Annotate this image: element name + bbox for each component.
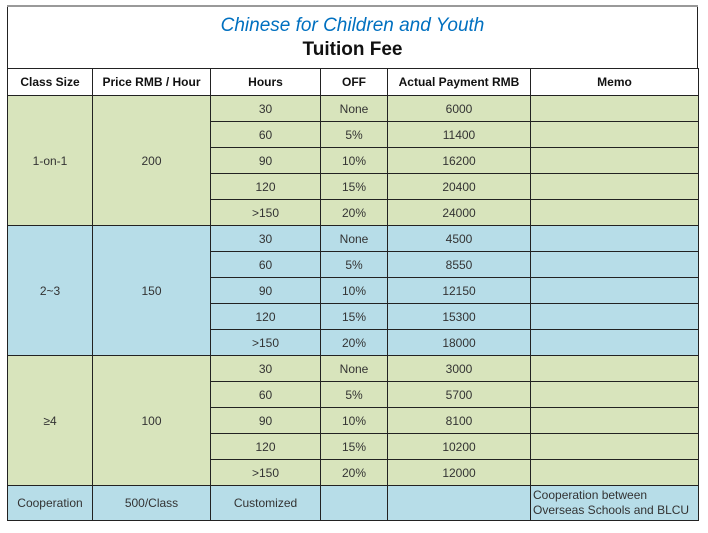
- payment-cell: 20400: [387, 173, 531, 200]
- price-cell: 150: [92, 225, 211, 356]
- price-cell: 200: [92, 95, 211, 226]
- price-cell: 100: [92, 355, 211, 486]
- table-row: >150 20% 12000: [8, 459, 699, 486]
- fee-table: Class Size Price RMB / Hour Hours OFF Ac…: [7, 68, 699, 521]
- off-cell: 20%: [320, 199, 388, 226]
- table-row: 60 5% 5700: [8, 381, 699, 408]
- cooperation-row: Cooperation 500/Class Customized Cooperatio…: [7, 485, 699, 521]
- memo-cell: [530, 199, 699, 226]
- table-row: 90 10% 16200: [8, 147, 699, 174]
- hours-cell: 90: [210, 407, 321, 434]
- hours-cell: 120: [210, 303, 321, 330]
- memo-cell: [530, 459, 699, 486]
- table-row: ≥4 100 30 None 3000: [7, 355, 699, 486]
- memo-cell: [530, 277, 699, 304]
- memo-cell: [530, 407, 699, 434]
- memo-cell: [530, 355, 699, 382]
- table-row: 60 5% 8550: [8, 251, 699, 278]
- payment-cell: 18000: [387, 329, 531, 356]
- class-size-cell: 2~3: [7, 225, 93, 356]
- payment-cell: 5700: [387, 381, 531, 408]
- memo-cell: [530, 173, 699, 200]
- off-cell: 15%: [320, 303, 388, 330]
- payment-cell: 4500: [387, 225, 531, 252]
- hours-cell: >150: [210, 199, 321, 226]
- header-off: OFF: [320, 68, 388, 96]
- payment-cell: 24000: [387, 199, 531, 226]
- table-row: 60 5% 11400: [8, 121, 699, 148]
- table-row: 2~3 150 30 None 4500: [7, 225, 699, 356]
- class-size-cell: 1-on-1: [7, 95, 93, 226]
- title-block: Chinese for Children and Youth Tuition F…: [7, 7, 698, 68]
- hours-cell: >150: [210, 329, 321, 356]
- memo-cell: [530, 433, 699, 460]
- off-cell: 5%: [320, 381, 388, 408]
- class-size-cell: ≥4: [7, 355, 93, 486]
- memo-cell: Cooperation between Overseas Schools and…: [530, 485, 699, 521]
- sheet-title: Chinese for Children and Youth: [220, 15, 485, 36]
- table-row: 120 15% 20400: [8, 173, 699, 200]
- hours-cell: 60: [210, 251, 321, 278]
- off-cell: 5%: [320, 251, 388, 278]
- memo-cell: [530, 95, 699, 122]
- hours-cell: 90: [210, 277, 321, 304]
- payment-cell: 8550: [387, 251, 531, 278]
- hours-cell: 120: [210, 433, 321, 460]
- payment-cell: 16200: [387, 147, 531, 174]
- header-memo: Memo: [530, 68, 699, 96]
- table-row: 120 15% 10200: [8, 433, 699, 460]
- off-cell: 10%: [320, 407, 388, 434]
- off-cell: 15%: [320, 173, 388, 200]
- off-cell: None: [320, 95, 388, 122]
- table-row: 1-on-1 200 30 None 6000: [7, 95, 699, 226]
- payment-cell: 3000: [387, 355, 531, 382]
- tuition-fee-sheet: Chinese for Children and Youth Tuition F…: [7, 5, 699, 521]
- off-cell: None: [320, 225, 388, 252]
- header-hours: Hours: [210, 68, 321, 96]
- payment-cell: 8100: [387, 407, 531, 434]
- payment-cell: 10200: [387, 433, 531, 460]
- off-cell: 20%: [320, 329, 388, 356]
- off-cell: [320, 485, 388, 521]
- payment-cell: [387, 485, 531, 521]
- payment-cell: 12000: [387, 459, 531, 486]
- memo-cell: [530, 121, 699, 148]
- hours-cell: >150: [210, 459, 321, 486]
- hours-cell: Customized: [210, 485, 321, 521]
- memo-cell: [530, 381, 699, 408]
- hours-cell: 90: [210, 147, 321, 174]
- table-row: >150 20% 24000: [8, 199, 699, 226]
- hours-cell: 60: [210, 121, 321, 148]
- off-cell: 10%: [320, 147, 388, 174]
- price-cell: 500/Class: [92, 485, 211, 521]
- payment-cell: 12150: [387, 277, 531, 304]
- memo-cell: [530, 251, 699, 278]
- hours-cell: 60: [210, 381, 321, 408]
- memo-cell: [530, 329, 699, 356]
- class-size-cell: Cooperation: [7, 485, 93, 521]
- header-payment: Actual Payment RMB: [387, 68, 531, 96]
- memo-cell: [530, 225, 699, 252]
- sheet-subtitle: Tuition Fee: [302, 39, 403, 60]
- off-cell: 20%: [320, 459, 388, 486]
- hours-cell: 30: [210, 95, 321, 122]
- memo-cell: [530, 303, 699, 330]
- off-cell: None: [320, 355, 388, 382]
- table-row: 120 15% 15300: [8, 303, 699, 330]
- off-cell: 10%: [320, 277, 388, 304]
- hours-cell: 30: [210, 355, 321, 382]
- off-cell: 5%: [320, 121, 388, 148]
- header-class-size: Class Size: [7, 68, 93, 96]
- memo-cell: [530, 147, 699, 174]
- table-row: 90 10% 8100: [8, 407, 699, 434]
- header-price: Price RMB / Hour: [92, 68, 211, 96]
- table-row: 90 10% 12150: [8, 277, 699, 304]
- payment-cell: 6000: [387, 95, 531, 122]
- hours-cell: 30: [210, 225, 321, 252]
- payment-cell: 15300: [387, 303, 531, 330]
- payment-cell: 11400: [387, 121, 531, 148]
- header-row: Class Size Price RMB / Hour Hours OFF Ac…: [7, 68, 699, 96]
- off-cell: 15%: [320, 433, 388, 460]
- hours-cell: 120: [210, 173, 321, 200]
